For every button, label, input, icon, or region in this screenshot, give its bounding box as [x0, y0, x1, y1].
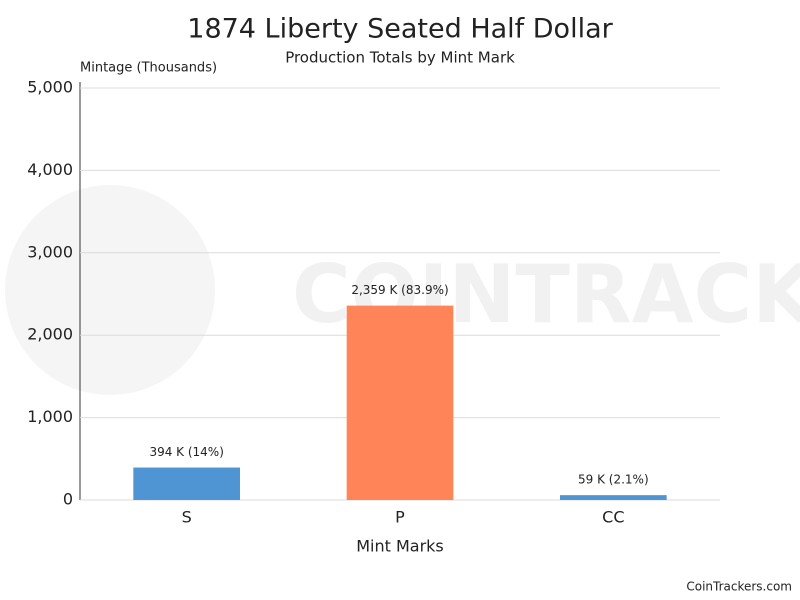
y-tick-label: 5,000 [27, 78, 73, 97]
y-axis-label: Mintage (Thousands) [80, 61, 217, 76]
bar [346, 305, 454, 500]
watermark-logo [5, 185, 215, 395]
y-tick-label: 3,000 [27, 242, 73, 261]
x-axis-label: Mint Marks [356, 537, 444, 556]
y-tick-label: 4,000 [27, 160, 73, 179]
x-tick-label: S [182, 508, 192, 527]
value-label: 394 K (14%) [149, 445, 223, 459]
bar [133, 467, 240, 500]
credit: CoinTrackers.com [686, 580, 792, 594]
value-label: 2,359 K (83.9%) [351, 283, 448, 297]
y-tick-label: 1,000 [27, 407, 73, 426]
x-tick-label: CC [602, 508, 624, 527]
value-label: 59 K (2.1%) [578, 473, 649, 487]
y-tick-label: 0 [63, 490, 73, 509]
x-tick-label: P [395, 508, 405, 527]
chart-title: 1874 Liberty Seated Half Dollar [187, 14, 613, 45]
chart-subtitle: Production Totals by Mint Mark [285, 49, 515, 67]
y-tick-label: 2,000 [27, 325, 73, 344]
bar [560, 495, 667, 500]
